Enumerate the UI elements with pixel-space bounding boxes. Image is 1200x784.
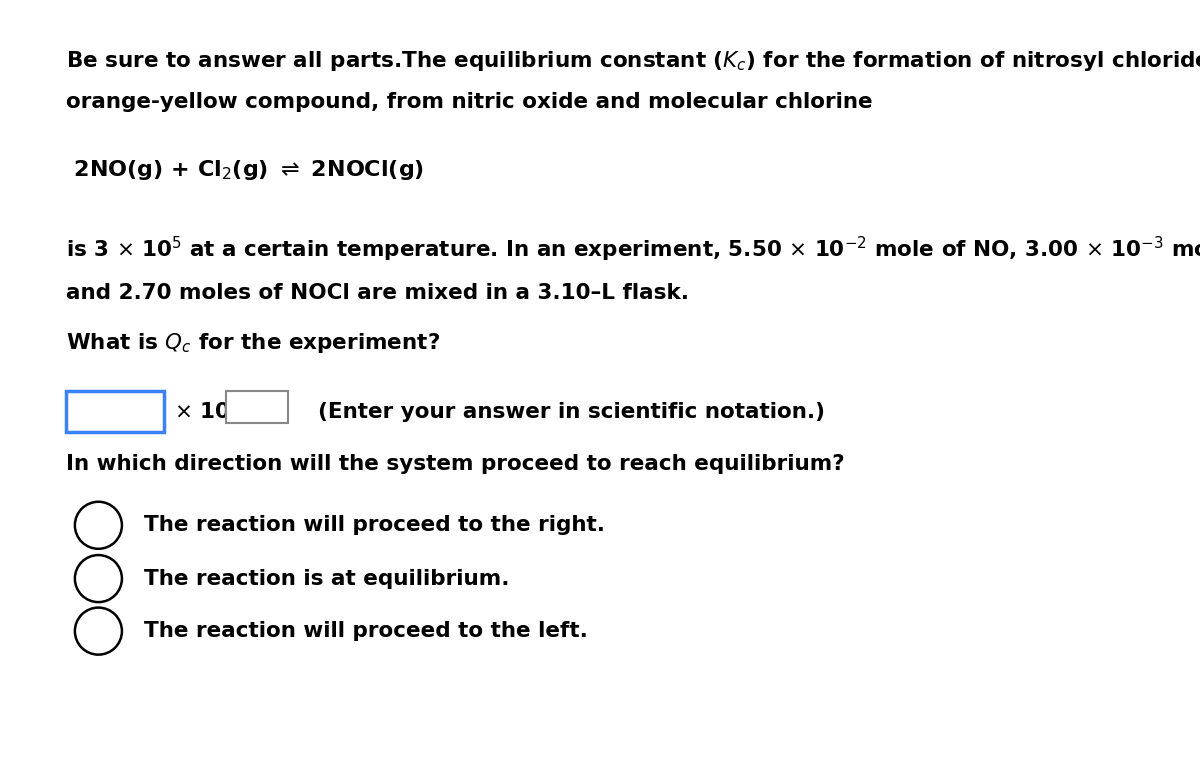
Text: The reaction is at equilibrium.: The reaction is at equilibrium. xyxy=(144,568,510,589)
Text: Be sure to answer all parts.The equilibrium constant ($K_c$) for the formation o: Be sure to answer all parts.The equilibr… xyxy=(66,49,1200,73)
Text: (Enter your answer in scientific notation.): (Enter your answer in scientific notatio… xyxy=(318,401,826,422)
Text: The reaction will proceed to the right.: The reaction will proceed to the right. xyxy=(144,515,605,535)
Text: orange-yellow compound, from nitric oxide and molecular chlorine: orange-yellow compound, from nitric oxid… xyxy=(66,93,872,112)
Text: What is $Q_c$ for the experiment?: What is $Q_c$ for the experiment? xyxy=(66,331,440,355)
Text: $\times$ 10: $\times$ 10 xyxy=(174,401,230,422)
Text: and 2.70 moles of NOCl are mixed in a 3.10–L flask.: and 2.70 moles of NOCl are mixed in a 3.… xyxy=(66,284,689,303)
Text: is 3 $\times$ 10$^5$ at a certain temperature. In an experiment, 5.50 $\times$ 1: is 3 $\times$ 10$^5$ at a certain temper… xyxy=(66,234,1200,264)
Text: 2NO(g) + Cl$_2$(g) $\rightleftharpoons$ 2NOCl(g): 2NO(g) + Cl$_2$(g) $\rightleftharpoons$ … xyxy=(66,158,425,183)
Text: The reaction will proceed to the left.: The reaction will proceed to the left. xyxy=(144,621,588,641)
Text: In which direction will the system proceed to reach equilibrium?: In which direction will the system proce… xyxy=(66,455,845,474)
